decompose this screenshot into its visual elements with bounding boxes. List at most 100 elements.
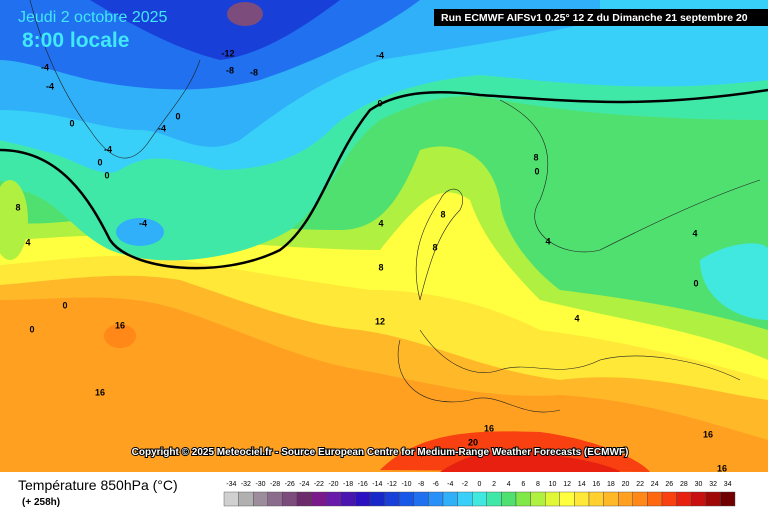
contour-label: 16 — [717, 463, 727, 473]
legend-swatch — [472, 491, 488, 507]
legend-swatch — [559, 491, 575, 507]
contour-label: 8 — [378, 262, 383, 272]
color-legend: -34 -32 -30 -28 -26 -24 -22 -20 -18 -16 -14 -12 -10-… — [223, 481, 736, 507]
legend-label: -14 — [372, 481, 382, 488]
legend-swatch — [413, 491, 429, 507]
legend-swatch — [252, 491, 268, 507]
contour-label: 16 — [484, 423, 494, 433]
contour-label: -4 — [376, 50, 384, 60]
legend-label: -20 — [328, 481, 338, 488]
footer-title: Température 850hPa (°C) — [18, 477, 178, 493]
temperature-field — [0, 0, 768, 472]
legend-label: -30 — [255, 481, 265, 488]
legend-label: 12 — [563, 481, 571, 488]
legend-swatch — [647, 491, 663, 507]
legend-label: -4 — [447, 481, 453, 488]
contour-label: 20 — [468, 437, 478, 447]
legend-label: 22 — [636, 481, 644, 488]
legend-label: 10 — [549, 481, 557, 488]
contour-label: 8 — [533, 152, 538, 162]
legend-swatch — [355, 491, 371, 507]
legend-label: 4 — [507, 481, 511, 488]
legend-label: -26 — [285, 481, 295, 488]
legend-label: 34 — [724, 481, 732, 488]
contour-label: -4 — [158, 123, 166, 133]
coastlines — [29, 0, 761, 413]
legend-swatch — [282, 491, 298, 507]
legend-swatch — [340, 491, 356, 507]
legend-label: 20 — [622, 481, 630, 488]
legend-swatch — [428, 491, 444, 507]
contour-label: 4 — [545, 236, 550, 246]
legend-swatch — [311, 491, 327, 507]
legend-swatch — [720, 491, 736, 507]
legend-label: 30 — [695, 481, 703, 488]
legend-swatch — [661, 491, 677, 507]
contour-label: 8 — [432, 242, 437, 252]
contour-label: 0 — [534, 166, 539, 176]
legend-swatch — [530, 491, 546, 507]
legend-label: -10 — [401, 481, 411, 488]
contour-label: 4 — [574, 313, 579, 323]
contour-label: -4 — [41, 62, 49, 72]
legend-label: 26 — [665, 481, 673, 488]
legend-label: 0 — [478, 481, 482, 488]
legend-label: -34 — [226, 481, 236, 488]
zero-isotherm — [0, 88, 768, 270]
contour-label: 12 — [375, 316, 385, 326]
legend-swatch — [486, 491, 502, 507]
legend-label: -32 — [241, 481, 251, 488]
legend-label: 8 — [536, 481, 540, 488]
contour-label: 0 — [29, 324, 34, 334]
legend-label: 6 — [521, 481, 525, 488]
legend-label: -6 — [433, 481, 439, 488]
legend-swatch — [676, 491, 692, 507]
contour-label: 0 — [377, 98, 382, 108]
legend-label: -18 — [343, 481, 353, 488]
contour-label: 4 — [692, 228, 697, 238]
contour-label: 16 — [703, 429, 713, 439]
legend-label: -12 — [387, 481, 397, 488]
legend-swatch — [588, 491, 604, 507]
legend-swatch — [238, 491, 254, 507]
legend-label: 28 — [680, 481, 688, 488]
legend-swatch — [399, 491, 415, 507]
time: 8:00 locale — [22, 29, 129, 52]
legend-swatch — [457, 491, 473, 507]
contour-label: 0 — [104, 170, 109, 180]
legend-swatch — [632, 491, 648, 507]
legend-label: 18 — [607, 481, 615, 488]
contour-label: -12 — [221, 48, 234, 58]
legend-swatch — [705, 491, 721, 507]
contour-label: 16 — [95, 387, 105, 397]
legend-swatch — [369, 491, 385, 507]
legend-swatch — [384, 491, 400, 507]
legend-label: -2 — [462, 481, 468, 488]
legend-swatch — [296, 491, 312, 507]
legend-label: -28 — [270, 481, 280, 488]
legend-swatch — [223, 491, 239, 507]
contour-label: -4 — [104, 144, 112, 154]
run-info: Run ECMWF AIFSv1 0.25° 12 Z du Dimanche … — [441, 12, 748, 24]
lead-time: (+ 258h) — [22, 497, 60, 508]
contour-label: -8 — [226, 65, 234, 75]
legend-swatch — [326, 491, 342, 507]
legend-swatch — [501, 491, 517, 507]
contour-label: 0 — [69, 118, 74, 128]
contour-label: -4 — [139, 218, 147, 228]
contour-label: 0 — [97, 157, 102, 167]
contour-label: 8 — [15, 202, 20, 212]
contour-label: 16 — [115, 320, 125, 330]
contour-label: 0 — [175, 111, 180, 121]
contour-label: -8 — [250, 67, 258, 77]
legend-swatch — [545, 491, 561, 507]
legend-label: -8 — [418, 481, 424, 488]
legend-label: -16 — [358, 481, 368, 488]
legend-swatch — [574, 491, 590, 507]
legend-label: -22 — [314, 481, 324, 488]
legend-label: 14 — [578, 481, 586, 488]
legend-swatch — [691, 491, 707, 507]
